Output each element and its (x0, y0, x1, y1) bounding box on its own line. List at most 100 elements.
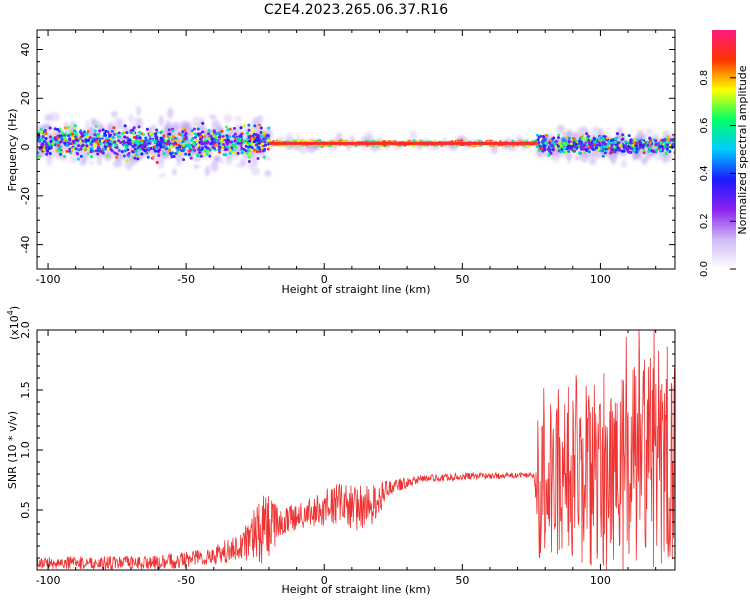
spectrogram-point (232, 126, 236, 130)
spectrogram-point (47, 141, 51, 145)
spectrogram-point (552, 136, 556, 140)
spectrogram-point (599, 138, 603, 142)
spectrogram-point (535, 145, 539, 149)
spectrogram-point (133, 147, 137, 151)
spectrogram-point (84, 139, 88, 143)
y-tick-label: -20 (19, 187, 32, 205)
spectrogram-point (145, 127, 149, 131)
spectrogram-point (192, 127, 196, 131)
spectrogram-point (193, 148, 197, 152)
spectrogram-point (67, 134, 71, 138)
spectrogram-point (654, 139, 658, 143)
spectrogram-point (159, 136, 163, 140)
spectrogram-point (236, 136, 240, 140)
spectrogram-halo-blob (69, 152, 78, 164)
spectrogram-point (629, 138, 633, 142)
spectrogram-point (204, 145, 208, 149)
spectrogram-point (121, 132, 125, 136)
spectrogram-point (162, 152, 166, 156)
spectrogram-point (225, 145, 229, 149)
x-tick-label: -50 (177, 574, 195, 587)
spectrogram-point (228, 140, 232, 144)
spectrogram-halo-blob (128, 113, 134, 124)
spectrogram-halo-blob (557, 124, 565, 134)
spectrogram-point (597, 141, 601, 145)
spectrogram-point (129, 130, 133, 134)
spectrogram-point (188, 145, 192, 149)
spectrogram-point (582, 143, 586, 147)
spectrogram-point (205, 152, 209, 156)
spectrogram-point (164, 137, 168, 141)
spectrogram-point (59, 136, 63, 140)
spectrogram-point (96, 142, 100, 146)
spectrogram-point (42, 148, 46, 152)
spectrogram-point (199, 148, 203, 152)
spectrogram-point (191, 145, 195, 149)
spectrogram-point (242, 140, 246, 144)
spectrogram-point (100, 139, 104, 143)
spectrogram-halo-blob (88, 126, 95, 132)
spectrogram-point (37, 151, 40, 155)
spectrogram-point (120, 150, 124, 154)
spectrogram-point (196, 154, 200, 158)
spectrogram-point (541, 140, 545, 144)
spectrogram-panel: -100 -50 0 50 100 -40 -20 0 20 40 Height of strai… (6, 29, 676, 296)
spectrogram-point (266, 147, 270, 151)
spectrogram-point (171, 129, 175, 133)
spectrogram-point (125, 136, 129, 140)
spectrogram-point (63, 126, 67, 130)
spectrogram-point (597, 147, 601, 151)
spectrogram-point (660, 144, 664, 148)
spectrogram-point (115, 146, 119, 150)
spectrogram-point (132, 132, 136, 136)
spectrogram-point (648, 136, 652, 140)
spectrogram-point (233, 139, 237, 143)
spectrogram-halo-blob (593, 151, 604, 159)
spectrogram-point (101, 151, 105, 155)
spectrogram-point (610, 144, 614, 148)
spectrogram-halo-blob (620, 159, 628, 169)
spectrogram-point (633, 137, 637, 141)
spectrogram-point (71, 136, 75, 140)
spectrogram-point (112, 126, 116, 130)
spectrogram-point (255, 136, 259, 140)
spectrogram-point (537, 141, 541, 145)
spectrogram-point (659, 141, 663, 145)
spectrogram-point (247, 155, 251, 159)
spectrogram-point (37, 154, 41, 158)
spectrogram-point (70, 132, 74, 136)
spectrogram-frame (36, 29, 676, 270)
spectrogram-point (228, 148, 232, 152)
spectrogram-point (148, 132, 152, 136)
spectrogram-point (167, 128, 171, 132)
spectrogram-point (635, 150, 639, 154)
spectrogram-point (545, 134, 549, 138)
spectrogram-point (256, 138, 260, 142)
spectrogram-point (607, 146, 611, 150)
spectrogram-point (63, 136, 67, 140)
spectrogram-point (572, 141, 576, 145)
spectrogram-point (239, 126, 243, 130)
spectrogram-halo-blob (591, 126, 600, 137)
spectrogram-point (203, 141, 207, 145)
spectrogram-point (242, 124, 246, 128)
spectrogram-point (169, 145, 173, 149)
spectrogram-point (209, 134, 213, 138)
spectrogram-point (567, 139, 571, 143)
spectrogram-point (92, 142, 96, 146)
spectrogram-point (122, 154, 126, 158)
spectrogram-point (257, 141, 261, 145)
spectrogram-point (82, 130, 86, 134)
spectrogram-point (75, 151, 79, 155)
spectrogram-point (51, 142, 55, 146)
spectrogram-point (255, 150, 259, 154)
spectrogram-halo-blob (151, 124, 157, 130)
spectrogram-point (407, 139, 411, 143)
spectrogram-point (262, 137, 266, 141)
spectrogram-point (80, 131, 84, 135)
spectrogram-point (557, 133, 561, 137)
spectrogram-point (558, 141, 562, 145)
spectrogram-point (196, 132, 200, 136)
spectrogram-point (101, 128, 105, 132)
y-tick-label: -40 (19, 236, 32, 254)
